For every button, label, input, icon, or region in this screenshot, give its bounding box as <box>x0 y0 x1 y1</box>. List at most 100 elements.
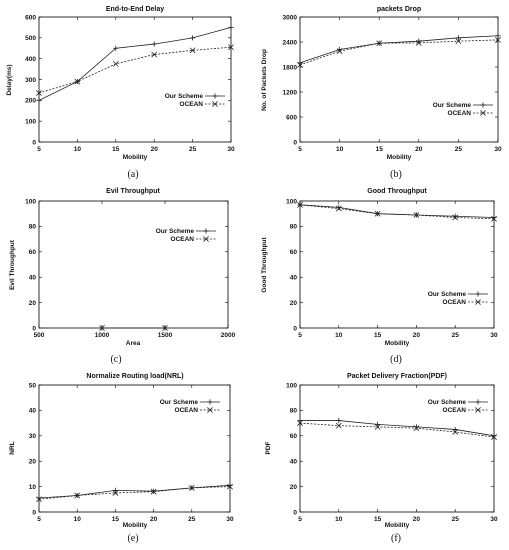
plot-frame <box>299 384 495 513</box>
panel-caption: (e) <box>127 533 138 544</box>
data-point <box>336 417 342 424</box>
x-tick-label: 2000 <box>221 332 236 339</box>
legend-label: Our Scheme <box>428 291 467 298</box>
chart-title: packets Drop <box>377 6 421 13</box>
y-tick-label: 3000 <box>283 14 298 21</box>
data-point <box>36 90 42 96</box>
legend-label: Our Scheme <box>156 228 195 235</box>
legend-label: OCEAN <box>448 110 472 117</box>
x-axis-label: Mobility <box>123 522 148 529</box>
y-tick-label: 0 <box>32 509 36 516</box>
legend-label: OCEAN <box>180 101 204 108</box>
legend-marker <box>212 101 218 107</box>
y-tick-label: 80 <box>290 408 298 415</box>
y-tick-label: 2400 <box>283 39 298 46</box>
x-tick-label: 25 <box>455 146 463 153</box>
legend-marker <box>207 407 213 413</box>
data-point <box>452 429 459 435</box>
data-point <box>415 39 422 46</box>
legend-label: Our Scheme <box>160 399 199 406</box>
data-point <box>74 78 81 85</box>
x-axis-label: Mobility <box>385 340 410 347</box>
legend-marker <box>480 110 486 116</box>
data-point <box>162 325 168 331</box>
y-tick-label: 0 <box>32 139 36 146</box>
x-tick-label: 1000 <box>95 332 110 339</box>
legend-marker <box>212 93 218 99</box>
y-tick-label: 100 <box>286 382 297 389</box>
legend-label: OCEAN <box>443 299 467 306</box>
data-point <box>112 487 118 494</box>
x-tick-label: 15 <box>112 516 120 523</box>
x-tick-label: 10 <box>336 146 344 153</box>
legend-marker <box>203 236 209 242</box>
data-point <box>336 48 343 55</box>
series-line <box>38 486 231 500</box>
x-axis-label: Mobility <box>123 154 148 161</box>
x-tick-label: 10 <box>74 516 82 523</box>
legend-marker <box>475 299 481 305</box>
x-tick-label: 10 <box>335 332 343 339</box>
x-tick-label: 10 <box>335 516 343 523</box>
y-tick-label: 50 <box>29 382 37 389</box>
x-tick-label: 25 <box>452 516 460 523</box>
y-tick-label: 100 <box>25 198 36 205</box>
panel-caption: (f) <box>391 533 401 544</box>
data-point <box>228 44 234 51</box>
data-point <box>36 97 42 103</box>
data-point <box>495 33 501 39</box>
x-axis-label: Area <box>126 340 141 347</box>
data-point <box>455 38 462 45</box>
data-point <box>227 483 233 490</box>
legend-label: Our Scheme <box>428 399 467 406</box>
data-point <box>297 201 303 208</box>
x-tick-label: 20 <box>415 146 423 153</box>
x-tick-label: 15 <box>376 146 384 153</box>
y-tick-label: 80 <box>290 224 298 231</box>
legend-marker <box>207 399 213 405</box>
series-line <box>299 422 495 438</box>
x-tick-label: 5 <box>298 516 302 523</box>
y-tick-label: 1800 <box>283 64 298 71</box>
y-tick-label: 0 <box>32 325 36 332</box>
legend-marker <box>475 291 481 297</box>
x-tick-label: 1500 <box>158 332 173 339</box>
data-point <box>376 40 383 47</box>
data-point <box>99 325 105 331</box>
y-tick-label: 60 <box>29 249 37 256</box>
x-tick-label: 15 <box>374 332 382 339</box>
y-tick-label: 600 <box>25 14 36 21</box>
legend-label: Our Scheme <box>165 93 204 100</box>
data-point <box>113 45 119 51</box>
y-tick-label: 100 <box>286 198 297 205</box>
data-point <box>491 434 497 440</box>
data-point <box>36 496 42 503</box>
data-point <box>335 205 342 212</box>
chart-title: Evil Throughput <box>106 188 160 195</box>
data-point <box>297 62 303 68</box>
x-tick-label: 5 <box>298 146 302 153</box>
plot-frame <box>38 200 229 329</box>
legend-marker <box>480 102 486 108</box>
y-tick-label: 1200 <box>283 89 298 96</box>
y-tick-label: 40 <box>29 275 37 282</box>
series-line <box>300 420 495 437</box>
plot-frame <box>38 16 232 143</box>
y-tick-label: 20 <box>290 484 298 491</box>
data-point <box>491 215 497 222</box>
panel-caption: (b) <box>390 169 402 180</box>
y-axis-label: Delay(ms) <box>6 64 13 95</box>
x-axis-label: Mobility <box>385 522 410 529</box>
series-line <box>38 27 232 101</box>
x-tick-label: 30 <box>490 516 498 523</box>
y-tick-label: 80 <box>29 224 37 231</box>
x-tick-label: 10 <box>74 146 82 153</box>
y-axis-label: Evil Throughput <box>9 239 16 290</box>
x-tick-label: 25 <box>452 332 460 339</box>
y-axis-label: PDF <box>265 441 272 454</box>
data-point <box>374 424 381 430</box>
data-point <box>455 35 461 41</box>
y-axis-label: Good Throughput <box>261 237 268 293</box>
y-tick-label: 40 <box>29 408 37 415</box>
